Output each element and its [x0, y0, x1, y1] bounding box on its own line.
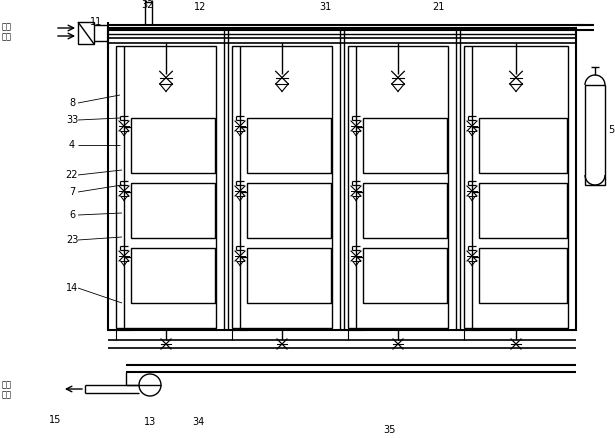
Text: 4: 4 [69, 140, 75, 150]
Text: 33: 33 [66, 115, 78, 125]
Text: 8: 8 [69, 98, 75, 108]
Bar [348, 46, 448, 328]
Text: 21: 21 [432, 2, 444, 12]
Text: 23: 23 [66, 235, 78, 245]
Bar [131, 183, 215, 238]
Bar [131, 248, 215, 303]
Text: 31: 31 [319, 2, 331, 12]
Text: 12: 12 [194, 2, 206, 12]
Bar [479, 118, 567, 173]
Text: 总出
风口: 总出 风口 [2, 380, 12, 400]
Bar [363, 118, 447, 173]
Text: 总进
风口: 总进 风口 [2, 22, 12, 42]
Text: 15: 15 [49, 415, 61, 425]
Bar [116, 46, 216, 328]
Bar [247, 118, 331, 173]
Bar [78, 22, 94, 44]
Bar [479, 248, 567, 303]
Text: 7: 7 [69, 187, 75, 197]
Bar [247, 248, 331, 303]
Bar [363, 248, 447, 303]
Bar [131, 118, 215, 173]
Bar [479, 183, 567, 238]
Bar [108, 28, 576, 330]
Bar [464, 46, 568, 328]
Bar [363, 183, 447, 238]
Text: 6: 6 [69, 210, 75, 220]
Text: 32: 32 [141, 0, 153, 10]
Text: 34: 34 [192, 417, 204, 427]
Bar [585, 85, 605, 185]
Bar [247, 183, 331, 238]
Text: 13: 13 [144, 417, 156, 427]
Text: 11: 11 [90, 17, 102, 27]
Text: 5: 5 [608, 125, 614, 135]
Text: 35: 35 [384, 425, 396, 435]
Text: 14: 14 [66, 283, 78, 293]
Text: 22: 22 [66, 170, 78, 180]
Bar [232, 46, 332, 328]
